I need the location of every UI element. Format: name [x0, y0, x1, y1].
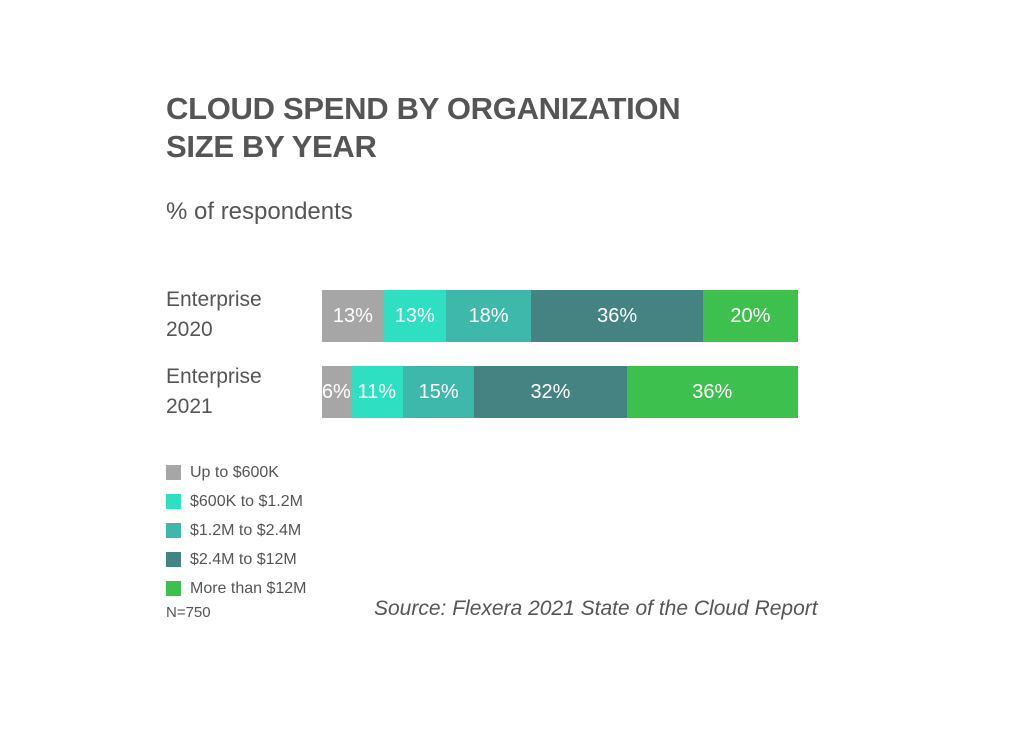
- row-label-line-2: 2021: [166, 395, 213, 418]
- chart-title-line-2: SIZE BY YEAR: [166, 129, 377, 164]
- legend-label: More than $12M: [190, 579, 307, 597]
- legend-swatch: [166, 581, 181, 596]
- bar-segment-4: 32%: [474, 366, 627, 418]
- data-label: 13%: [332, 304, 373, 327]
- chart-legend: Up to $600K $600K to $1.2M $1.2M to $2.4M $…: [166, 458, 307, 603]
- sample-size-note: N=750: [166, 604, 211, 621]
- data-label: 20%: [730, 304, 771, 327]
- row-label-line-1: Enterprise: [166, 365, 262, 388]
- legend-item: $1.2M to $2.4M: [166, 516, 307, 545]
- data-label: 18%: [468, 304, 509, 327]
- row-label-line-2: 2020: [166, 318, 213, 341]
- legend-label: $1.2M to $2.4M: [190, 521, 302, 539]
- bar-segment-5: 20%: [702, 290, 798, 342]
- chart-title-line-1: CLOUD SPEND BY ORGANIZATION: [166, 91, 681, 126]
- bar-segment-2: 11%: [350, 366, 403, 418]
- legend-swatch: [166, 465, 181, 480]
- bar-segment-1: 6%: [322, 366, 351, 418]
- legend-item: Up to $600K: [166, 458, 307, 487]
- chart-title: CLOUD SPEND BY ORGANIZATION SIZE BY YEAR: [166, 90, 681, 166]
- row-label-enterprise-2020: Enterprise 2020: [166, 285, 262, 345]
- data-label: 32%: [530, 380, 571, 403]
- legend-item: $600K to $1.2M: [166, 487, 307, 516]
- legend-swatch: [166, 552, 181, 567]
- legend-item: More than $12M: [166, 574, 307, 603]
- data-label: 15%: [418, 380, 459, 403]
- legend-swatch: [166, 523, 181, 538]
- bar-segment-2: 13%: [383, 290, 446, 342]
- legend-item: $2.4M to $12M: [166, 545, 307, 574]
- data-label: 36%: [597, 304, 638, 327]
- legend-label: $600K to $1.2M: [190, 492, 303, 510]
- bar-segment-5: 36%: [626, 366, 798, 418]
- bar-segment-3: 15%: [402, 366, 475, 418]
- row-label-line-1: Enterprise: [166, 288, 262, 311]
- stacked-bar-enterprise-2021: 6% 11% 15% 32% 36%: [322, 366, 798, 418]
- chart-subtitle: % of respondents: [166, 198, 353, 225]
- stacked-bar-enterprise-2020: 13% 13% 18% 36% 20%: [322, 290, 798, 342]
- data-label: 36%: [692, 380, 733, 403]
- bar-segment-3: 18%: [445, 290, 532, 342]
- legend-swatch: [166, 494, 181, 509]
- row-label-enterprise-2021: Enterprise 2021: [166, 362, 262, 422]
- legend-label: Up to $600K: [190, 463, 279, 481]
- data-label: 6%: [322, 380, 351, 403]
- source-note: Source: Flexera 2021 State of the Cloud …: [374, 597, 818, 620]
- data-label: 11%: [357, 380, 396, 403]
- bar-segment-4: 36%: [531, 290, 703, 342]
- bar-segment-1: 13%: [322, 290, 384, 342]
- legend-label: $2.4M to $12M: [190, 550, 297, 568]
- data-label: 13%: [394, 304, 435, 327]
